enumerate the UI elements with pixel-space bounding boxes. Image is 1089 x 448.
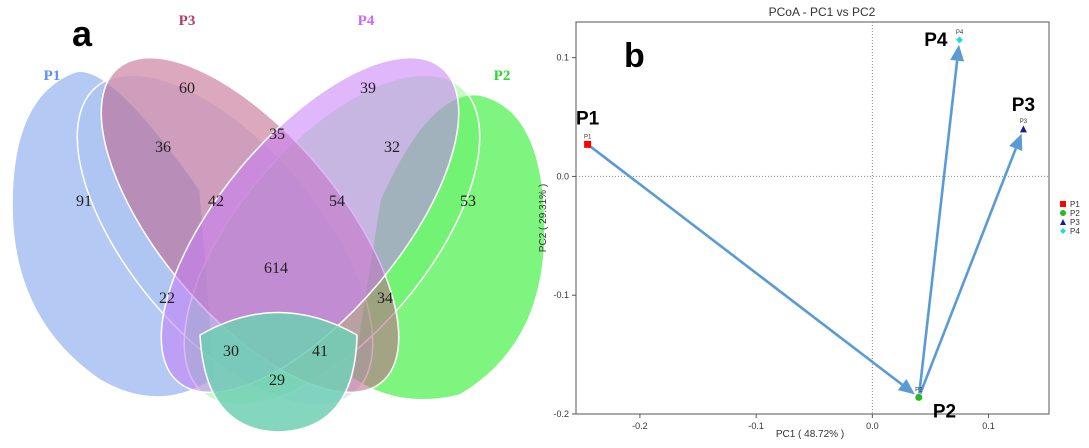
- venn-count-p1-p3-p2: 41: [312, 343, 328, 360]
- venn-count-p4-only: 39: [360, 80, 376, 97]
- y-axis-ticks: 0.1 0.0 -0.1 -0.2: [553, 53, 576, 419]
- venn-diagram: a P1 P3 P4 P2 60 39 91 53 36 35 32 42 54…: [11, 13, 546, 433]
- venn-count-p3-only: 60: [179, 80, 195, 97]
- venn-count-p2-only: 53: [460, 193, 476, 210]
- x-tick-label: 0.0: [866, 421, 879, 431]
- venn-count-p1-p4: 22: [159, 290, 175, 307]
- panel-label-a: a: [72, 13, 93, 54]
- arrowhead-P2-P4: [950, 44, 965, 62]
- venn-count-p1-p2: 29: [269, 372, 285, 389]
- venn-set-label-p3: P3: [179, 13, 196, 29]
- y-axis-label: PC2 ( 29.31% ): [538, 184, 549, 252]
- chart-title: PCoA - PC1 vs PC2: [769, 5, 876, 19]
- venn-set-label-p4: P4: [358, 13, 375, 29]
- point-label-p1: P1: [584, 134, 592, 140]
- y-tick-label: 0.0: [556, 171, 569, 181]
- plot-area: [575, 21, 1050, 415]
- point-p1: [584, 140, 592, 148]
- legend-marker-p2: [1060, 210, 1066, 216]
- arrows: [590, 44, 1023, 395]
- venn-count-p3-p4-p2: 54: [329, 193, 345, 210]
- arrowhead-P2-P3: [1009, 133, 1023, 152]
- legend-label-p4: P4: [1070, 227, 1080, 236]
- venn-count-p4-p2: 32: [384, 139, 400, 156]
- panel-label-b: b: [624, 37, 645, 75]
- venn-count-p1-p4-p2: 30: [223, 343, 239, 360]
- arrow-P2-P4: [917, 60, 959, 394]
- legend-marker-p1: [1060, 201, 1066, 207]
- venn-count-p3-p4: 35: [269, 126, 285, 143]
- y-tick-label: 0.1: [556, 53, 569, 63]
- y-tick-label: -0.1: [553, 290, 569, 300]
- x-tick-label: -0.1: [748, 421, 764, 431]
- point-label-p4: P4: [956, 30, 964, 36]
- legend-marker-p4: [1060, 228, 1066, 234]
- x-tick-label: 0.1: [982, 421, 995, 431]
- venn-count-p1-p3-p4: 42: [208, 193, 224, 210]
- annotation-p3: P3: [1012, 95, 1035, 116]
- annotation-p1: P1: [576, 108, 600, 129]
- venn-bottom-lobe: [199, 311, 358, 433]
- point-p2: [915, 393, 923, 401]
- arrow-P2-P3: [919, 148, 1018, 395]
- x-tick-label: -0.2: [632, 421, 648, 431]
- pcoa-plot: PCoA - PC1 vs PC2 -0.2 -0.1 0.0 0.1 0.10.0-…: [538, 5, 1080, 440]
- annotation-p2: P2: [933, 401, 956, 422]
- arrow-P1-P2: [590, 145, 903, 386]
- annotation-p4: P4: [924, 30, 948, 51]
- venn-count-p1-only: 91: [76, 193, 92, 210]
- legend-label-p2: P2: [1070, 209, 1080, 218]
- point-p3: [1019, 125, 1027, 133]
- venn-counts: 60 39 91 53 36 35 32 42 54 614 22 34 30 …: [76, 80, 476, 389]
- y-tick-label: -0.2: [553, 409, 569, 419]
- legend-marker-p3: [1060, 219, 1066, 225]
- x-axis-label: PC1 ( 48.72% ): [776, 429, 844, 440]
- venn-set-label-p2: P2: [494, 68, 511, 84]
- arrowhead-P1-P2: [897, 379, 915, 395]
- x-axis-ticks: -0.2 -0.1 0.0 0.1: [632, 414, 995, 431]
- venn-set-label-p1: P1: [44, 68, 61, 84]
- legend-label-p1: P1: [1070, 200, 1080, 209]
- venn-count-p1-p3: 36: [155, 139, 171, 156]
- point-label-p3: P3: [1020, 119, 1028, 125]
- point-p4: [956, 36, 964, 44]
- venn-count-p3-p2: 34: [377, 290, 393, 307]
- data-points: P1 P1 P2 P2 P3 P3 P4 P4: [576, 30, 1035, 423]
- venn-count-all: 614: [264, 260, 288, 277]
- venn-set-P4: [160, 56, 460, 394]
- point-label-p2: P2: [915, 387, 923, 393]
- legend-label-p3: P3: [1070, 218, 1080, 227]
